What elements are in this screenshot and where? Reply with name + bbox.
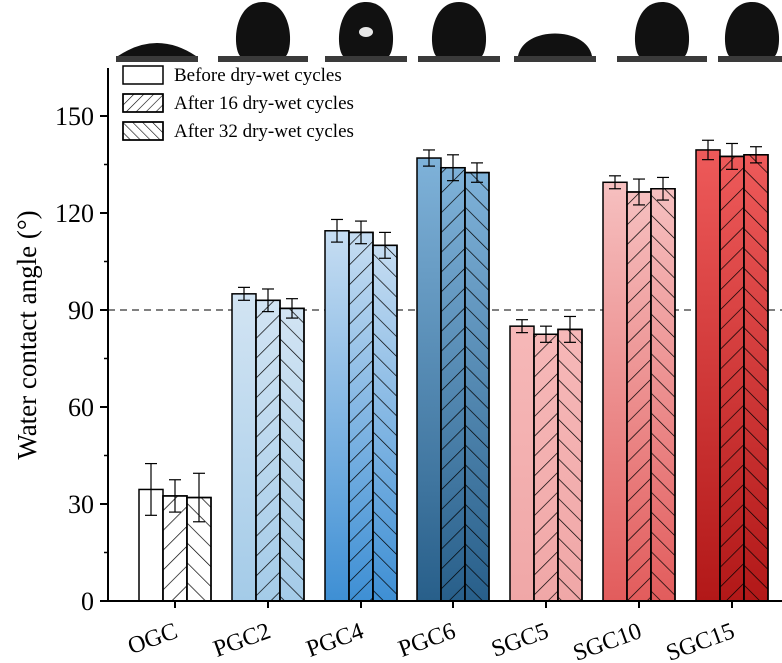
after16-bar-sgc15-hatch xyxy=(719,155,745,602)
after32-bar-pgc6-hatch xyxy=(464,171,490,602)
legend-label-after16: After 16 dry-wet cycles xyxy=(174,93,354,114)
before-bar-pgc4 xyxy=(324,230,350,602)
before-bar-sgc10 xyxy=(602,181,628,602)
x-tick-label-pgc4: PGC4 xyxy=(303,618,367,663)
legend-swatch-hatch-after16 xyxy=(122,93,164,113)
droplet-substrate xyxy=(325,56,407,62)
legend-swatch-before xyxy=(122,65,164,85)
after16-bar-sgc10-hatch xyxy=(626,191,652,602)
after32-bar-pgc2-hatch xyxy=(279,307,305,602)
droplet-substrate xyxy=(617,56,707,62)
y-tick-label-120: 120 xyxy=(55,199,94,228)
droplet-shape xyxy=(118,43,196,56)
legend: Before dry-wet cycles After 16 dry-wet cy… xyxy=(122,65,354,142)
after16-bar-pgc6-hatch xyxy=(440,166,466,602)
after16-bar-pgc4-hatch xyxy=(348,231,374,602)
droplet-shape xyxy=(431,2,487,56)
x-tick-label-pgc2: PGC2 xyxy=(210,618,274,663)
droplet-substrate xyxy=(116,56,198,62)
after32-bar-ogc-hatch xyxy=(186,496,212,602)
after32-bar-sgc5-hatch xyxy=(557,328,583,602)
after16-bar-pgc2-hatch xyxy=(255,299,281,602)
droplet-shape xyxy=(724,2,780,56)
droplet-substrate xyxy=(718,56,782,62)
before-bar-sgc5 xyxy=(509,325,535,602)
y-tick-label-150: 150 xyxy=(55,102,94,131)
y-tick-label-90: 90 xyxy=(68,296,94,325)
after32-bar-pgc4-hatch xyxy=(372,244,398,602)
pgc4-droplet-photo xyxy=(325,0,407,62)
before-bar-pgc2 xyxy=(231,293,257,602)
y-tick-label-30: 30 xyxy=(68,490,94,519)
pgc2-droplet-photo xyxy=(218,0,308,62)
sgc5-droplet-photo xyxy=(514,0,596,62)
x-tick-label-ogc: OGC xyxy=(125,618,182,660)
y-axis-title: Water contact angle (°) xyxy=(12,210,42,459)
bars-group xyxy=(138,139,769,602)
legend-label-after32: After 32 dry-wet cycles xyxy=(174,121,354,142)
x-tick-label-sgc15: SGC15 xyxy=(663,618,738,663)
after16-bar-ogc-hatch xyxy=(162,495,188,602)
droplet-substrate xyxy=(514,56,596,62)
sgc10-droplet-photo xyxy=(617,0,707,62)
ogc-droplet-photo xyxy=(116,0,198,62)
pgc6-droplet-photo xyxy=(418,0,500,62)
droplet-substrate xyxy=(218,56,308,62)
before-bar-pgc6 xyxy=(416,157,442,602)
droplet-shape xyxy=(235,2,291,56)
y-tick-label-60: 60 xyxy=(68,393,94,422)
x-tick-label-pgc6: PGC6 xyxy=(395,618,459,663)
after16-bar-sgc5-hatch xyxy=(533,333,559,602)
y-tick-label-0: 0 xyxy=(81,587,94,616)
before-bar-sgc15 xyxy=(695,149,721,602)
legend-swatch-hatch-after32 xyxy=(122,121,164,141)
after32-bar-sgc10-hatch xyxy=(650,188,676,602)
legend-label-before: Before dry-wet cycles xyxy=(174,65,342,86)
x-tick-label-sgc5: SGC5 xyxy=(488,618,552,663)
droplet-shape xyxy=(518,33,592,56)
droplet-shape xyxy=(634,2,690,56)
after32-bar-sgc15-hatch xyxy=(743,154,769,602)
sgc15-droplet-photo xyxy=(718,0,782,62)
x-tick-label-sgc10: SGC10 xyxy=(570,618,645,663)
droplet-substrate xyxy=(418,56,500,62)
droplet-images xyxy=(116,0,782,62)
droplet-highlight xyxy=(359,27,373,37)
